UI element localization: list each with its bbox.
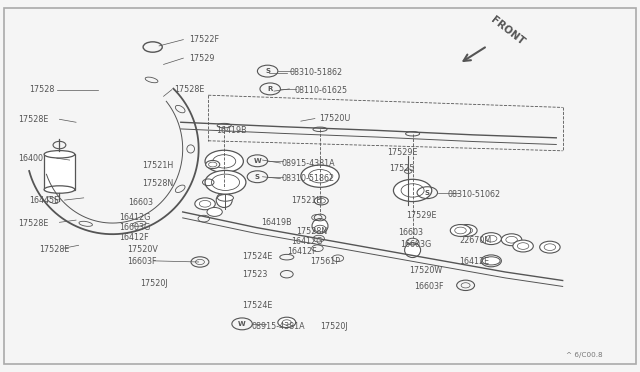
Text: 17520U: 17520U (319, 114, 350, 123)
Text: 16400: 16400 (19, 154, 44, 163)
Circle shape (481, 255, 501, 267)
Text: 08310-51862: 08310-51862 (282, 174, 335, 183)
Text: ^ 6/C00.8: ^ 6/C00.8 (566, 352, 602, 358)
Text: 08915-4381A: 08915-4381A (282, 158, 335, 167)
Text: 17529E: 17529E (406, 211, 436, 220)
Text: 16603G: 16603G (119, 223, 150, 232)
Text: 16603F: 16603F (127, 257, 157, 266)
Ellipse shape (404, 243, 420, 257)
Text: 16412G: 16412G (119, 213, 150, 222)
Circle shape (195, 198, 215, 210)
Text: 17528E: 17528E (174, 85, 205, 94)
Circle shape (501, 234, 522, 246)
Circle shape (211, 174, 239, 190)
Circle shape (455, 227, 467, 234)
Ellipse shape (205, 160, 220, 169)
Text: 17520V: 17520V (127, 244, 158, 253)
Text: 16419B: 16419B (261, 218, 292, 227)
Circle shape (481, 233, 501, 244)
Circle shape (540, 241, 560, 253)
Ellipse shape (216, 193, 232, 208)
Circle shape (278, 317, 296, 328)
Circle shape (199, 201, 211, 207)
Text: 16603: 16603 (129, 198, 154, 207)
Circle shape (301, 165, 339, 187)
Ellipse shape (317, 198, 325, 203)
Circle shape (461, 227, 472, 234)
Text: W: W (238, 321, 246, 327)
Circle shape (451, 225, 470, 236)
Text: FRONT: FRONT (489, 15, 527, 47)
Text: 17522F: 17522F (189, 35, 219, 44)
Circle shape (308, 170, 332, 183)
Text: 17528N: 17528N (296, 227, 327, 236)
Text: 17529: 17529 (189, 54, 214, 62)
Text: 16412E: 16412E (460, 257, 490, 266)
Ellipse shape (44, 186, 75, 193)
Text: 22670M: 22670M (460, 236, 492, 246)
Text: 17520J: 17520J (140, 279, 168, 288)
Circle shape (457, 225, 477, 236)
Circle shape (506, 236, 517, 243)
Text: 17528E: 17528E (39, 244, 69, 253)
Text: 17523: 17523 (242, 270, 268, 279)
Circle shape (517, 243, 529, 249)
Circle shape (205, 170, 246, 194)
FancyBboxPatch shape (4, 8, 636, 364)
Circle shape (282, 320, 291, 325)
Text: W: W (253, 158, 261, 164)
Text: 17529E: 17529E (387, 148, 417, 157)
Text: 17528E: 17528E (19, 115, 49, 124)
Ellipse shape (218, 195, 234, 201)
Text: 17524E: 17524E (242, 301, 273, 310)
Text: S: S (255, 174, 260, 180)
Ellipse shape (312, 219, 328, 234)
Text: 08110-61625: 08110-61625 (294, 86, 348, 95)
Text: 16445E: 16445E (29, 196, 60, 205)
Text: R: R (268, 86, 273, 92)
Text: 17528N: 17528N (143, 179, 173, 187)
Text: 17525: 17525 (389, 164, 415, 173)
Text: 16603G: 16603G (400, 240, 431, 249)
Text: 16412F: 16412F (119, 233, 148, 243)
Circle shape (401, 184, 424, 197)
Text: 17561P: 17561P (310, 257, 340, 266)
Text: 16419B: 16419B (216, 126, 247, 135)
Text: 17520J: 17520J (320, 321, 348, 331)
Ellipse shape (209, 162, 217, 167)
Text: 08915-4381A: 08915-4381A (251, 321, 305, 331)
Circle shape (513, 240, 533, 252)
Circle shape (394, 179, 432, 202)
Text: 17528E: 17528E (19, 219, 49, 228)
Ellipse shape (314, 197, 328, 205)
Text: 16603F: 16603F (415, 282, 444, 291)
Text: 16603: 16603 (398, 228, 423, 237)
Text: 17521H: 17521H (143, 161, 173, 170)
Text: 16412G: 16412G (291, 237, 323, 246)
Text: 16412F: 16412F (287, 247, 316, 256)
Circle shape (544, 244, 556, 250)
Text: 17528: 17528 (29, 85, 55, 94)
Text: S: S (265, 68, 270, 74)
Text: S: S (425, 190, 430, 196)
Text: 17520W: 17520W (410, 266, 443, 275)
Circle shape (205, 150, 243, 173)
Circle shape (212, 155, 236, 168)
Circle shape (485, 235, 497, 242)
Text: 17524E: 17524E (242, 252, 273, 261)
Ellipse shape (44, 151, 75, 158)
Circle shape (207, 208, 222, 217)
Bar (44, 154, 75, 189)
Text: 17521H: 17521H (291, 196, 323, 205)
Text: 08310-51862: 08310-51862 (289, 68, 342, 77)
Text: 08310-51062: 08310-51062 (448, 190, 501, 199)
